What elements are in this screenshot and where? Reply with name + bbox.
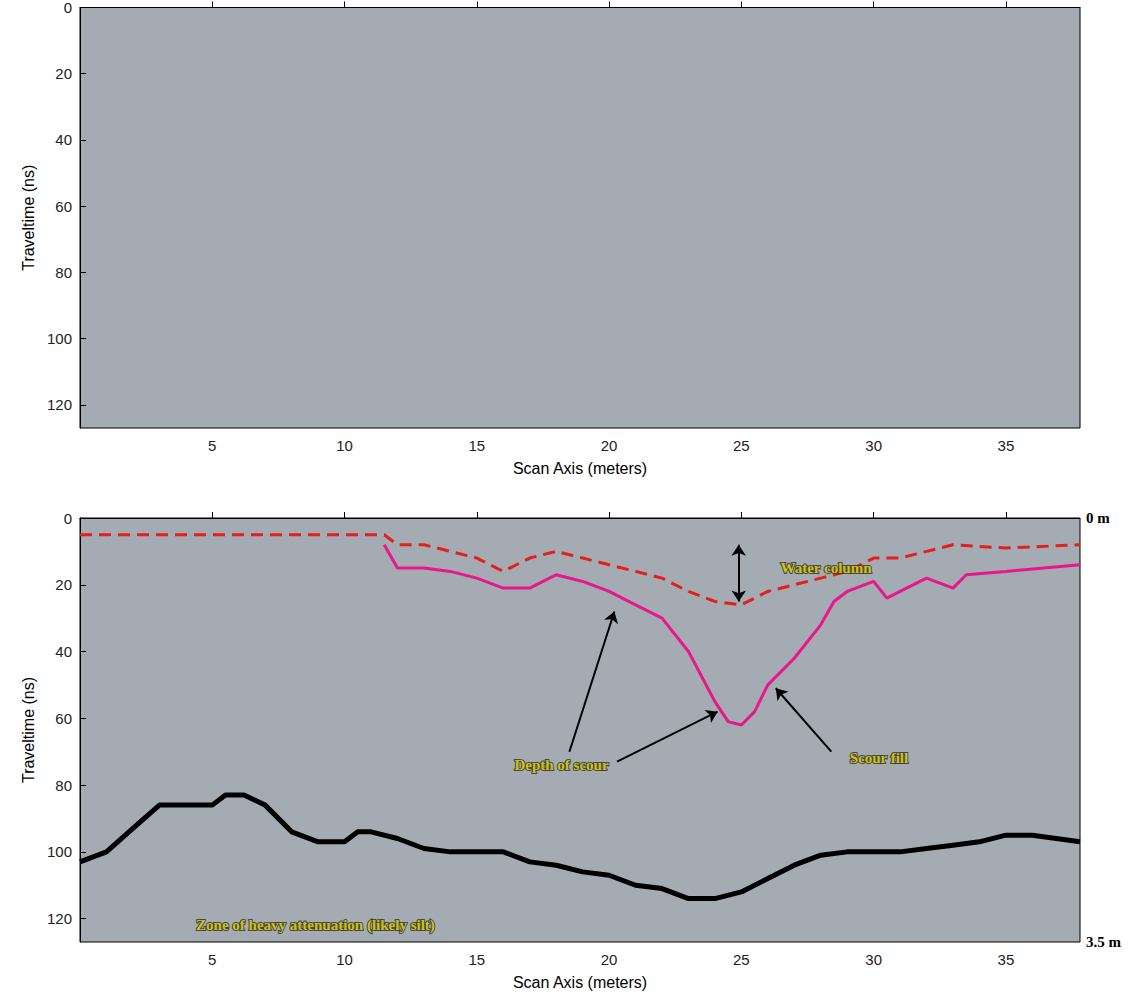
- svg-text:0: 0: [64, 510, 72, 527]
- svg-text:35: 35: [998, 951, 1015, 968]
- svg-text:80: 80: [55, 264, 72, 281]
- svg-text:35: 35: [998, 437, 1015, 454]
- svg-text:Scour fill: Scour fill: [850, 750, 908, 766]
- svg-text:15: 15: [468, 951, 485, 968]
- svg-text:Scan Axis (meters): Scan Axis (meters): [513, 974, 647, 991]
- svg-text:120: 120: [47, 910, 72, 927]
- svg-text:25: 25: [733, 951, 750, 968]
- svg-text:Traveltime (ns): Traveltime (ns): [20, 677, 37, 783]
- svg-text:Depth of scour: Depth of scour: [514, 757, 609, 773]
- svg-text:40: 40: [55, 643, 72, 660]
- svg-text:15: 15: [468, 437, 485, 454]
- svg-text:100: 100: [47, 330, 72, 347]
- svg-text:30: 30: [865, 437, 882, 454]
- svg-text:10: 10: [336, 437, 353, 454]
- svg-text:20: 20: [55, 65, 72, 82]
- svg-text:5: 5: [208, 437, 216, 454]
- svg-text:5: 5: [208, 951, 216, 968]
- svg-text:30: 30: [865, 951, 882, 968]
- svg-text:Zone of heavy attenuation (lik: Zone of heavy attenuation (likely silt): [196, 917, 435, 934]
- svg-text:0: 0: [64, 0, 72, 16]
- svg-text:Scan Axis (meters): Scan Axis (meters): [513, 460, 647, 477]
- svg-text:100: 100: [47, 843, 72, 860]
- svg-text:20: 20: [55, 576, 72, 593]
- svg-text:20: 20: [601, 951, 618, 968]
- svg-text:60: 60: [55, 198, 72, 215]
- svg-text:25: 25: [733, 437, 750, 454]
- svg-text:20: 20: [601, 437, 618, 454]
- svg-text:120: 120: [47, 396, 72, 413]
- svg-text:0 m: 0 m: [1086, 510, 1110, 526]
- svg-text:Traveltime (ns): Traveltime (ns): [20, 165, 37, 271]
- svg-text:40: 40: [55, 131, 72, 148]
- svg-text:Water column: Water column: [781, 560, 873, 576]
- svg-text:80: 80: [55, 777, 72, 794]
- svg-text:10: 10: [336, 951, 353, 968]
- svg-text:60: 60: [55, 710, 72, 727]
- svg-text:3.5 m: 3.5 m: [1086, 934, 1122, 950]
